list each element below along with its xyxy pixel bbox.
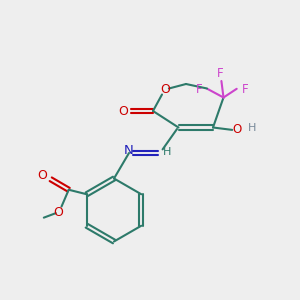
- Text: O: O: [232, 123, 242, 136]
- Text: F: F: [242, 83, 248, 96]
- Text: O: O: [38, 169, 47, 182]
- Text: O: O: [160, 82, 170, 96]
- Text: O: O: [118, 104, 128, 118]
- Text: H: H: [163, 146, 172, 157]
- Text: H: H: [248, 122, 256, 133]
- Text: F: F: [217, 67, 223, 80]
- Text: N: N: [124, 144, 134, 157]
- Text: F: F: [196, 83, 202, 96]
- Text: O: O: [54, 206, 64, 219]
